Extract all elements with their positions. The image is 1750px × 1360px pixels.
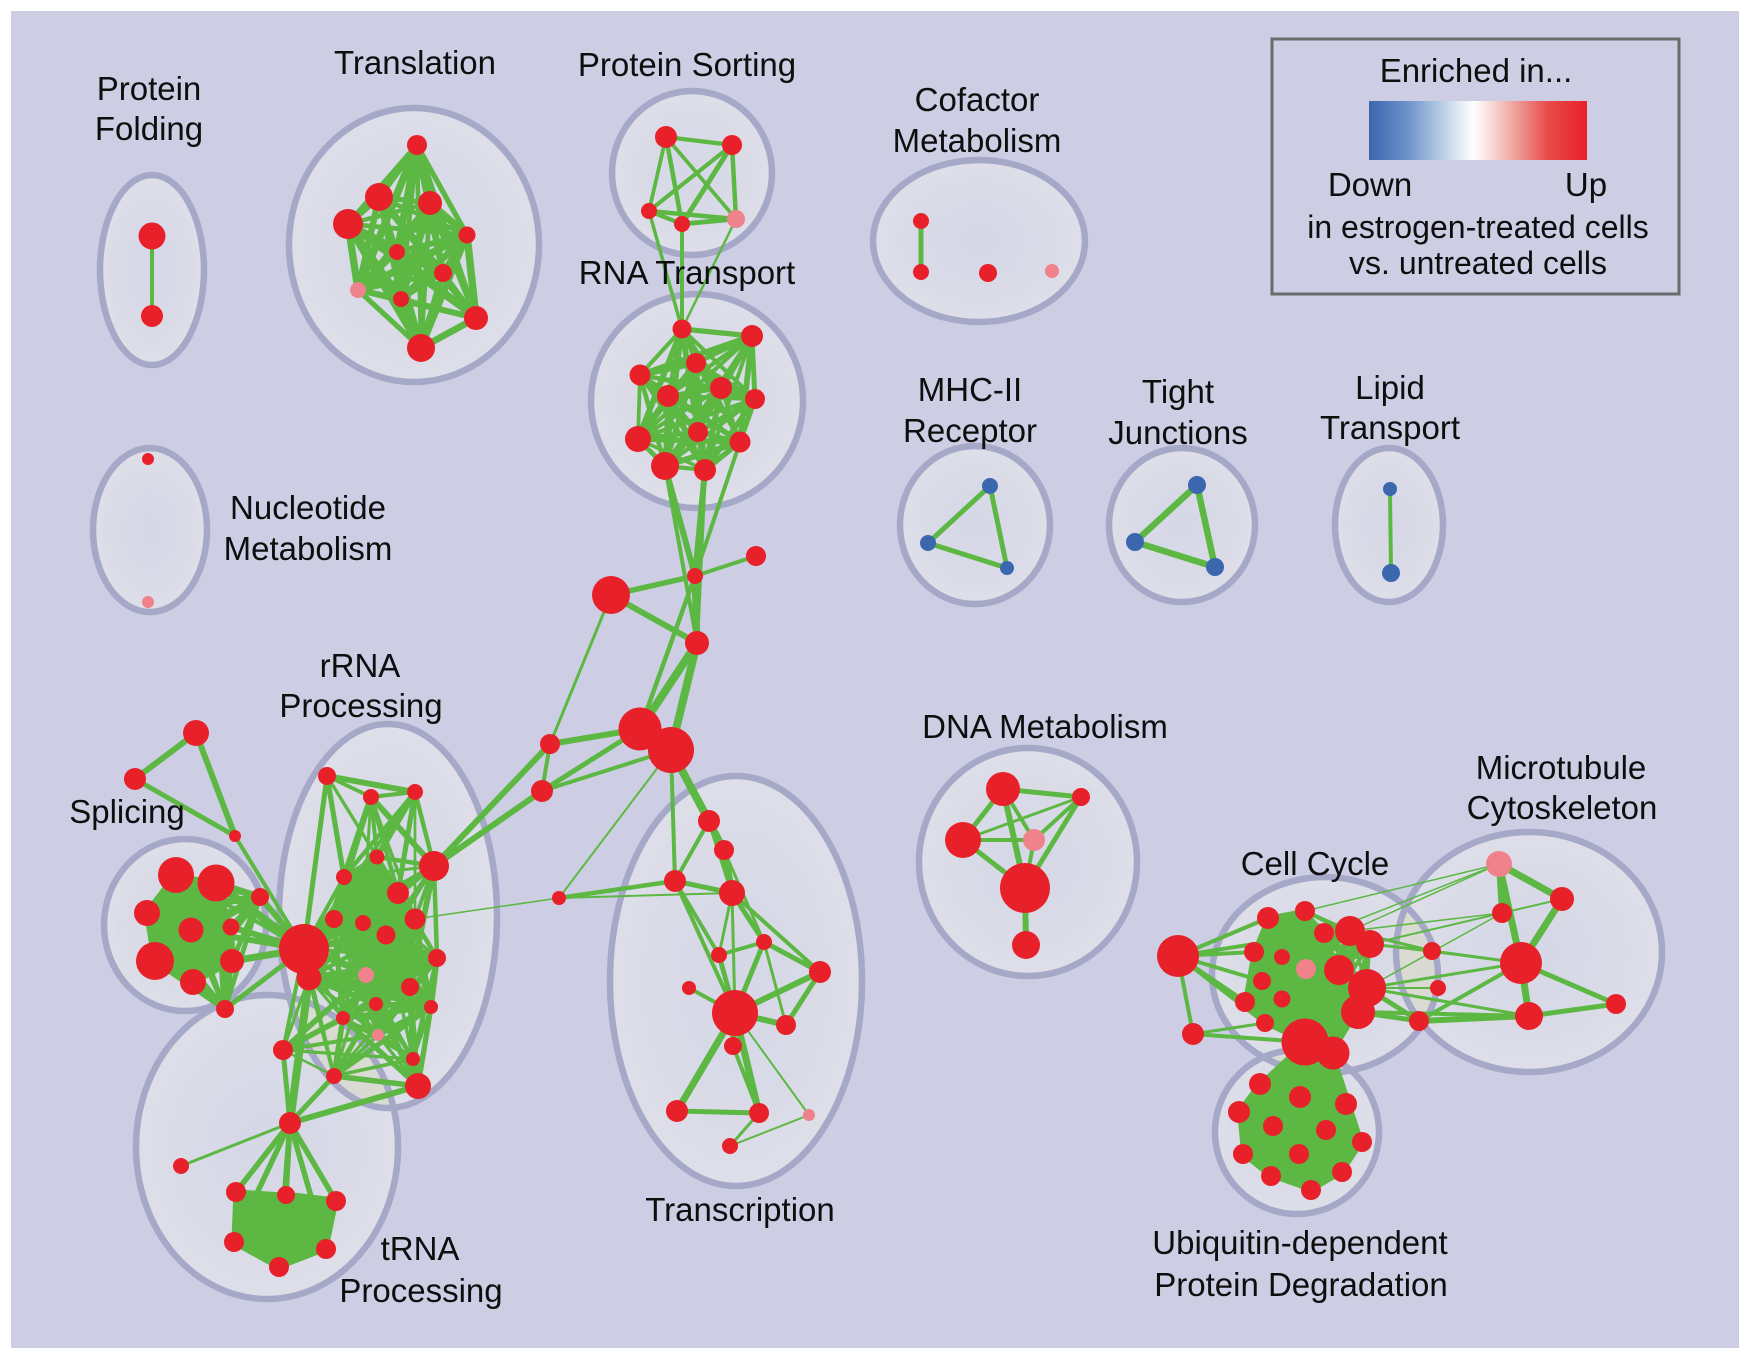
svg-text:Cell Cycle: Cell Cycle <box>1241 845 1390 882</box>
svg-text:Protein Degradation: Protein Degradation <box>1154 1266 1448 1303</box>
svg-text:Metabolism: Metabolism <box>224 530 393 567</box>
svg-text:Protein Sorting: Protein Sorting <box>578 46 796 83</box>
svg-text:Tight: Tight <box>1142 373 1214 410</box>
svg-text:Ubiquitin-dependent: Ubiquitin-dependent <box>1152 1224 1447 1261</box>
svg-text:Processing: Processing <box>279 687 442 724</box>
svg-text:Metabolism: Metabolism <box>893 122 1062 159</box>
svg-text:MHC-II: MHC-II <box>918 371 1022 408</box>
svg-text:Transcription: Transcription <box>645 1191 835 1228</box>
svg-text:Down: Down <box>1328 166 1412 203</box>
svg-text:Transport: Transport <box>1320 409 1460 446</box>
svg-text:Protein: Protein <box>97 70 202 107</box>
svg-text:Splicing: Splicing <box>69 793 185 830</box>
svg-text:Processing: Processing <box>339 1272 502 1309</box>
svg-text:Translation: Translation <box>334 44 496 81</box>
svg-text:Junctions: Junctions <box>1108 414 1247 451</box>
svg-text:DNA Metabolism: DNA Metabolism <box>922 708 1168 745</box>
svg-text:Receptor: Receptor <box>903 412 1037 449</box>
svg-text:rRNA: rRNA <box>320 647 401 684</box>
svg-text:Nucleotide: Nucleotide <box>230 489 386 526</box>
svg-text:tRNA: tRNA <box>381 1230 460 1267</box>
svg-text:Cofactor: Cofactor <box>915 81 1040 118</box>
svg-text:Cytoskeleton: Cytoskeleton <box>1467 789 1658 826</box>
svg-text:Enriched in...: Enriched in... <box>1380 52 1573 89</box>
svg-text:in estrogen-treated cells: in estrogen-treated cells <box>1307 209 1649 245</box>
svg-text:Folding: Folding <box>95 110 203 147</box>
svg-text:RNA Transport: RNA Transport <box>579 254 795 291</box>
svg-text:vs. untreated cells: vs. untreated cells <box>1349 245 1607 281</box>
svg-text:Up: Up <box>1565 166 1607 203</box>
svg-text:Lipid: Lipid <box>1355 369 1425 406</box>
svg-text:Microtubule: Microtubule <box>1476 749 1647 786</box>
